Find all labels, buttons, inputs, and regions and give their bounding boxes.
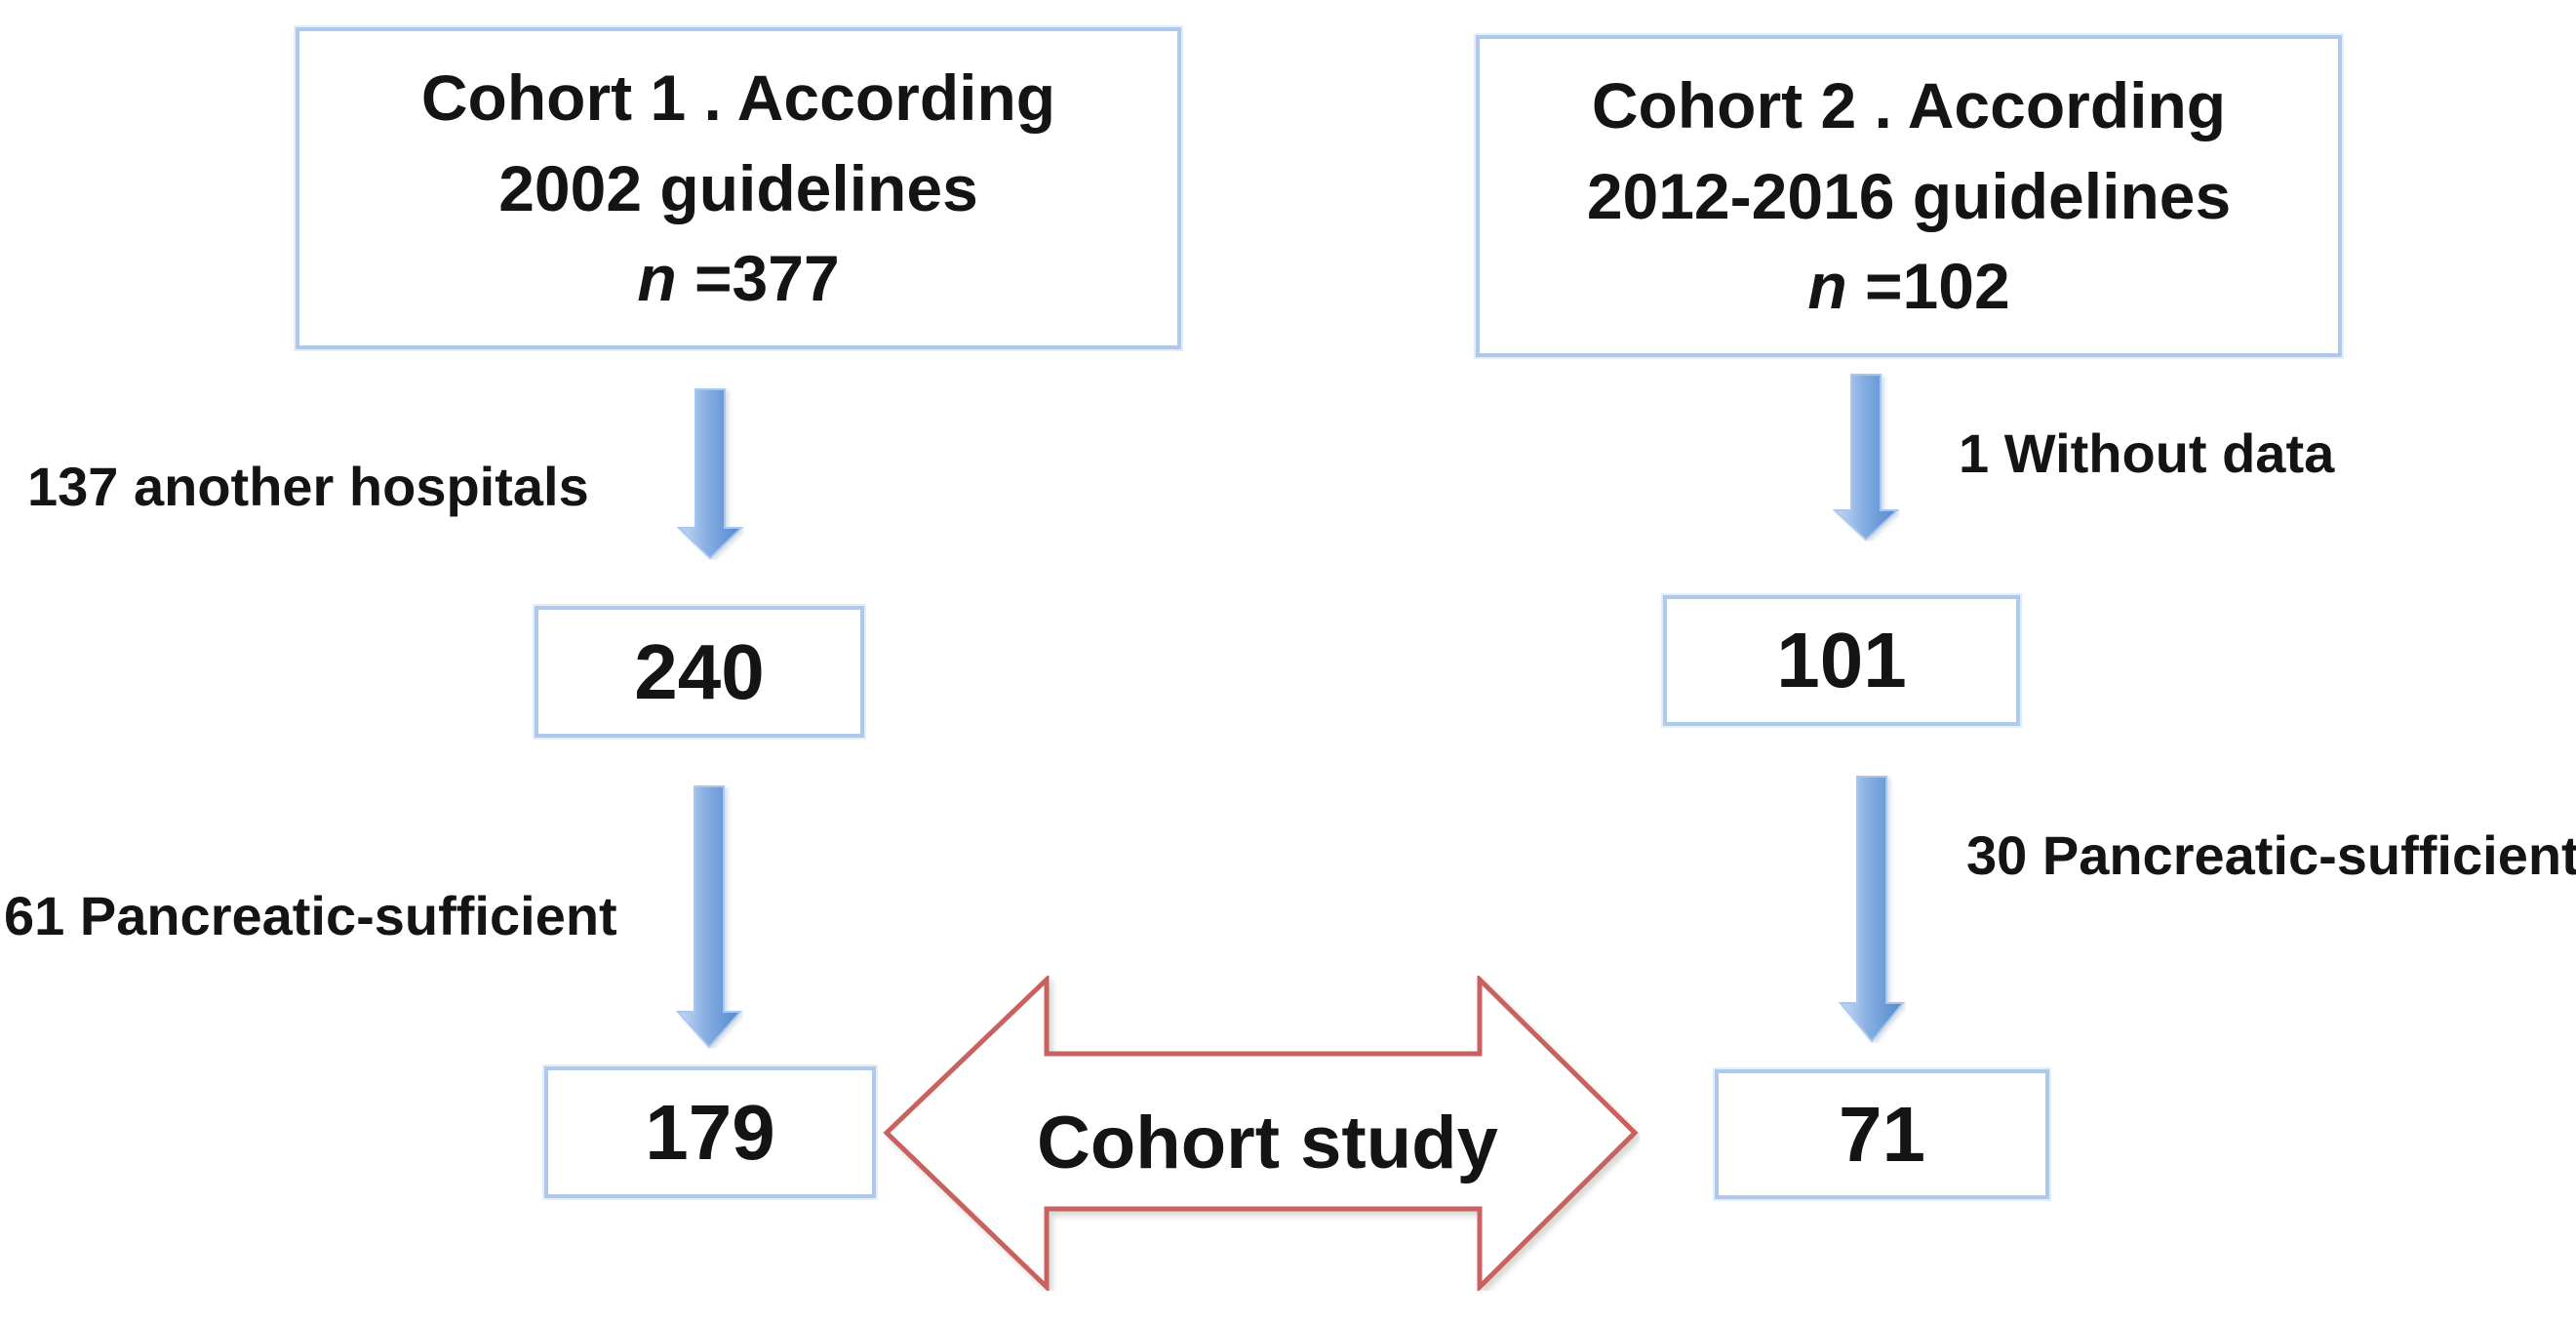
cohort1-n-symbol: n xyxy=(637,242,677,315)
count-left-mid-value: 240 xyxy=(634,627,765,715)
exclusion-left-1-label: 137 another hospitals xyxy=(27,456,589,517)
arrow-down-icon-right-1 xyxy=(1832,374,1900,542)
cohort2-line2: 2012-2016 guidelines xyxy=(1586,159,2232,232)
count-box-right-mid: 101 xyxy=(1663,595,2020,726)
cohort1-n-value: =377 xyxy=(676,242,840,315)
exclusion-right-2-label: 30 Pancreatic-sufficient xyxy=(1966,824,2576,886)
count-box-right-final: 71 xyxy=(1715,1069,2049,1199)
arrow-down-icon-left-2 xyxy=(675,785,743,1049)
arrow-down-icon-left-1 xyxy=(676,388,744,560)
cohort1-box: Cohort 1 . According 2002 guidelines n =… xyxy=(296,27,1181,349)
cohort2-n-symbol: n xyxy=(1807,250,1847,323)
count-right-final-value: 71 xyxy=(1839,1090,1925,1178)
arrow-down-icon-right-2 xyxy=(1838,776,1906,1043)
double-arrow-icon xyxy=(883,974,1640,1296)
cohort1-n-line: n =377 xyxy=(637,233,839,323)
count-box-left-final: 179 xyxy=(544,1066,876,1198)
cohort1-line1: Cohort 1 . According xyxy=(420,61,1056,135)
count-box-left-mid: 240 xyxy=(535,606,864,738)
cohort2-n-value: =102 xyxy=(1846,250,2010,323)
cohort2-n-line: n =102 xyxy=(1807,241,2009,331)
count-right-mid-value: 101 xyxy=(1776,617,1907,703)
exclusion-left-2-label: 61 Pancreatic-sufficient xyxy=(4,885,617,946)
cohort2-line1: Cohort 2 . According xyxy=(1591,69,2227,142)
count-left-final-value: 179 xyxy=(645,1088,775,1176)
exclusion-right-1-label: 1 Without data xyxy=(1959,422,2335,484)
cohort-study-label: Cohort study xyxy=(1037,1102,1498,1184)
cohort2-box: Cohort 2 . According 2012-2016 guideline… xyxy=(1476,35,2342,357)
cohort1-line2: 2002 guidelines xyxy=(498,151,978,224)
